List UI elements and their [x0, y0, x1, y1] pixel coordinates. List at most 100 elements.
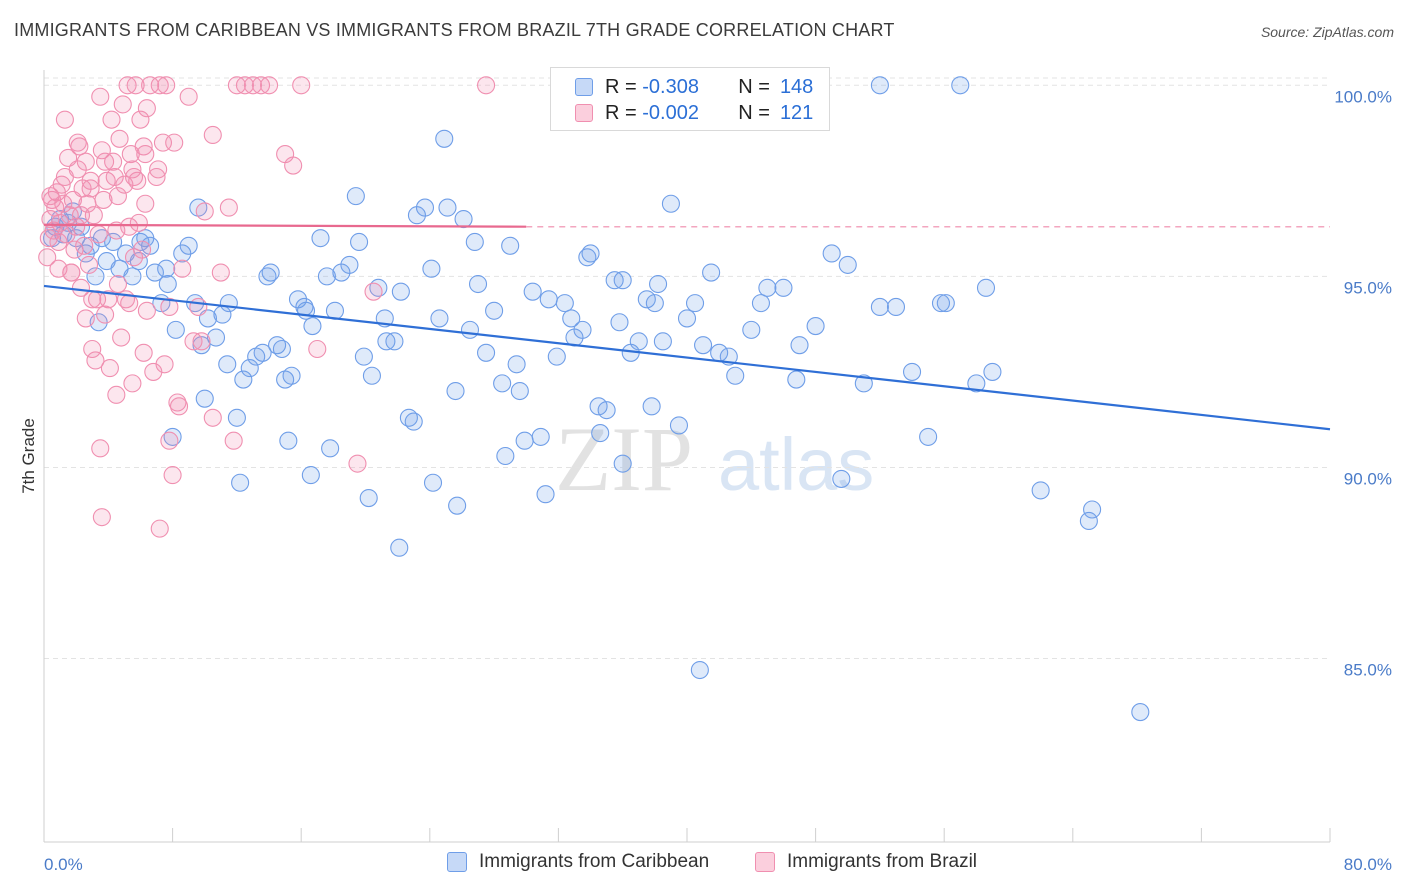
point-caribbean — [131, 232, 150, 252]
point-brazil — [133, 240, 152, 259]
point-brazil — [75, 236, 94, 255]
point-caribbean — [547, 347, 566, 366]
point-caribbean — [539, 290, 558, 309]
legend-n-value: 121 — [779, 101, 814, 124]
point-caribbean — [123, 267, 142, 286]
point-caribbean — [219, 294, 238, 313]
point-caribbean — [936, 294, 955, 313]
point-caribbean — [787, 370, 806, 389]
point-caribbean — [465, 232, 484, 252]
legend-item-brazil[interactable]: Immigrants from Brazil — [755, 851, 977, 873]
point-caribbean — [702, 263, 721, 282]
point-caribbean — [340, 255, 359, 274]
point-caribbean — [493, 374, 512, 393]
point-brazil — [259, 76, 279, 95]
point-caribbean — [838, 255, 857, 274]
point-caribbean — [218, 355, 237, 374]
trend-lines — [43, 223, 1331, 431]
y-tick-label: 95.0% — [1344, 278, 1392, 297]
point-brazil — [137, 99, 156, 118]
point-caribbean — [870, 76, 889, 95]
point-caribbean — [555, 294, 574, 313]
point-caribbean — [1083, 500, 1102, 519]
point-caribbean — [485, 301, 504, 320]
point-brazil — [134, 137, 153, 156]
legend-swatch-caribbean — [447, 852, 467, 872]
point-caribbean — [690, 660, 709, 680]
point-caribbean — [1079, 511, 1098, 531]
legend-swatch-caribbean — [575, 78, 593, 96]
point-brazil — [136, 145, 155, 164]
legend-item-caribbean[interactable]: Immigrants from Caribbean — [447, 851, 709, 873]
chart-title: IMMIGRANTS FROM CARIBBEAN VS IMMIGRANTS … — [14, 20, 895, 40]
point-caribbean — [742, 320, 761, 339]
legend-label-brazil: Immigrants from Brazil — [787, 851, 978, 872]
point-caribbean — [423, 473, 443, 492]
source-label[interactable]: Source: ZipAtlas.com — [1260, 24, 1394, 40]
point-brazil — [149, 160, 168, 179]
point-brazil — [81, 171, 100, 190]
point-caribbean — [1031, 481, 1050, 500]
point-brazil — [120, 217, 139, 236]
point-brazil — [62, 263, 81, 282]
point-caribbean — [157, 259, 176, 278]
point-brazil — [163, 466, 182, 485]
point-brazil — [165, 133, 184, 152]
point-brazil — [55, 110, 74, 129]
point-brazil — [99, 290, 118, 309]
legend-r-value: -0.308 — [642, 75, 699, 98]
point-caribbean — [951, 76, 970, 95]
point-brazil — [169, 397, 189, 416]
point-caribbean — [195, 389, 214, 408]
point-brazil — [91, 87, 110, 106]
point-caribbean — [629, 332, 648, 351]
point-caribbean — [758, 278, 777, 297]
point-caribbean — [446, 381, 465, 401]
legend-r-value: -0.002 — [642, 101, 699, 124]
legend-n-label: N = — [738, 101, 770, 124]
y-tick-label: 90.0% — [1344, 469, 1392, 488]
point-brazil — [134, 343, 153, 362]
point-caribbean — [295, 297, 314, 317]
point-brazil — [155, 355, 174, 374]
point-brazil — [71, 278, 91, 297]
point-brazil — [284, 156, 303, 175]
point-brazil — [129, 213, 148, 232]
point-caribbean — [350, 232, 369, 252]
point-caribbean — [454, 209, 473, 229]
point-brazil — [348, 454, 367, 473]
legend-n-label: N = — [738, 75, 770, 98]
point-brazil — [137, 301, 156, 320]
point-caribbean — [415, 198, 435, 217]
point-caribbean — [404, 412, 423, 431]
point-caribbean — [531, 427, 550, 446]
x-tick-label: 80.0% — [1344, 855, 1392, 874]
point-brazil — [108, 274, 127, 294]
point-caribbean — [253, 343, 272, 362]
point-brazil — [92, 141, 111, 160]
point-caribbean — [448, 496, 467, 515]
point-caribbean — [311, 229, 330, 248]
point-brazil — [96, 152, 115, 171]
legend-r-label: R = — [605, 101, 637, 124]
point-caribbean — [240, 359, 259, 378]
point-brazil — [219, 198, 238, 217]
point-brazil — [131, 110, 150, 129]
point-brazil — [195, 202, 214, 221]
trend-line-caribbean — [43, 284, 1331, 431]
point-brazil — [91, 439, 110, 458]
point-caribbean — [774, 278, 793, 297]
point-caribbean — [523, 282, 542, 301]
point-caribbean — [649, 274, 668, 294]
point-caribbean — [354, 347, 373, 366]
point-caribbean — [983, 362, 1002, 381]
axis-labels: 85.0% 90.0% 95.0% 100.0% 0.0% 80.0% 7th Grade — [19, 87, 1392, 874]
point-caribbean — [591, 424, 610, 443]
point-caribbean — [507, 355, 526, 374]
trend-line-brazil — [43, 223, 527, 228]
x-tick-label: 0.0% — [44, 855, 83, 874]
point-caribbean — [359, 488, 378, 508]
point-caribbean — [806, 317, 825, 336]
point-brazil — [110, 129, 129, 148]
point-caribbean — [886, 297, 906, 317]
